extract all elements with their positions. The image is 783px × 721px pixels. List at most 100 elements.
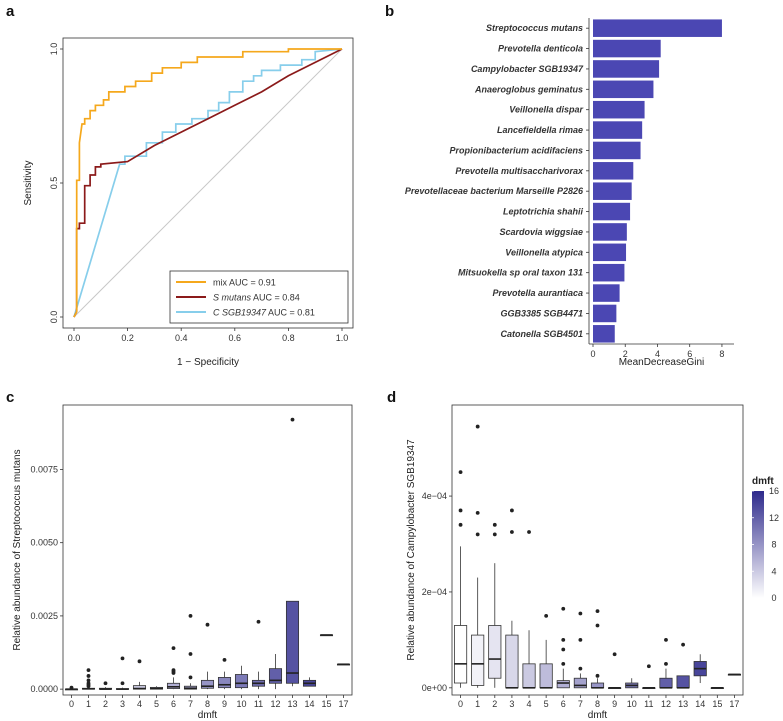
campy-outlier — [595, 623, 600, 628]
campy-x-tick-label: 0 — [458, 699, 463, 709]
roc-legend-label: mix AUC = 0.91 — [213, 278, 276, 288]
smut-x-tick-label: 6 — [171, 699, 176, 709]
smut-x-tick-label: 15 — [321, 699, 331, 709]
gini-bar — [593, 121, 643, 139]
smut-box — [217, 677, 232, 689]
gini-bar — [593, 284, 620, 302]
gini-bar — [593, 202, 631, 221]
campy-outlier — [681, 642, 685, 647]
smut-plot-frame — [62, 404, 353, 696]
campy-y-tick-label: 2e−04 — [422, 587, 447, 597]
roc-y-tick-label: 0.0 — [49, 311, 59, 324]
campy-x-tick-label: 15 — [712, 699, 722, 709]
gini-bar-chart: Streptococcus mutans Prevotella denticola… — [405, 18, 734, 368]
campy-outlier — [578, 611, 583, 616]
smut-x-axis-label: dmft — [198, 710, 218, 721]
smut-x-tick-label: 9 — [222, 699, 227, 709]
gini-bar — [593, 141, 641, 160]
smut-outlier — [188, 675, 193, 680]
campy-x-tick-label: 10 — [627, 699, 637, 709]
roc-diagonal — [73, 48, 343, 318]
campy-y-tick-label: 0e+00 — [422, 683, 447, 693]
roc-x-tick-label: 0.0 — [68, 333, 81, 343]
campy-x-tick-label: 14 — [695, 699, 705, 709]
campy-outlier — [510, 508, 514, 513]
gini-category-label: Prevotella multisaccharivorax — [455, 166, 584, 176]
roc-y-tick-label: 0.5 — [49, 177, 59, 190]
gini-x-tick-label: 6 — [687, 349, 692, 359]
gini-bar — [593, 325, 615, 343]
smut-outlier — [103, 681, 108, 686]
campy-box — [539, 663, 553, 689]
campy-outlier — [646, 664, 651, 669]
campy-outlier — [475, 424, 480, 429]
panel-label-c: c — [6, 389, 14, 406]
roc-x-tick-label: 0.4 — [175, 333, 188, 343]
campy-outlier — [458, 470, 463, 475]
colorbar-tick-label: 16 — [769, 486, 779, 496]
gini-category-label: Prevotellaceae bacterium Marseille P2826 — [405, 186, 584, 196]
campy-box — [676, 675, 690, 689]
colorbar-tick-label: 0 — [771, 593, 776, 603]
smut-x-tick-label: 14 — [304, 699, 314, 709]
smut-box — [285, 600, 300, 684]
campy-x-tick-label: 6 — [561, 699, 566, 709]
gini-category-label: Mitsuokella sp oral taxon 131 — [458, 268, 583, 278]
campy-x-tick-label: 8 — [595, 699, 600, 709]
smut-y-tick-label: 0.0000 — [30, 684, 58, 694]
campy-outlier — [458, 508, 463, 513]
gini-category-label: Propionibacterium acidifaciens — [449, 145, 583, 155]
roc-x-tick-label: 0.2 — [121, 333, 134, 343]
campy-x-tick-label: 2 — [492, 699, 497, 709]
campy-x-tick-label: 12 — [661, 699, 671, 709]
campy-outlier — [595, 673, 600, 678]
gini-bar — [593, 162, 634, 180]
gini-category-label: Lancefieldella rimae — [497, 125, 583, 135]
smut-outlier — [120, 681, 125, 686]
panel-label-a: a — [6, 3, 15, 20]
smut-outlier — [137, 659, 142, 664]
gini-category-label: Prevotella denticola — [498, 44, 583, 54]
smut-x-tick-label: 11 — [254, 699, 263, 709]
campy-outlier — [492, 532, 497, 537]
smut-y-tick-label: 0.0050 — [30, 538, 58, 548]
gini-bar — [593, 19, 722, 37]
smut-x-tick-label: 5 — [154, 699, 159, 709]
campy-box — [488, 625, 502, 679]
smut-y-axis-label: Relative abundance of Streptococcus muta… — [12, 449, 23, 650]
campy-outlier — [561, 661, 566, 666]
roc-x-tick-label: 1.0 — [336, 333, 349, 343]
gini-x-tick-label: 8 — [719, 349, 724, 359]
smut-outlier — [290, 417, 295, 422]
smut-box — [166, 682, 181, 689]
panel-label-b: b — [385, 3, 394, 20]
gini-bar — [593, 223, 627, 241]
gini-category-label: Prevotella aurantiaca — [492, 288, 583, 298]
smut-x-tick-label: 8 — [205, 699, 210, 709]
colorbar-bar — [752, 491, 764, 598]
gini-bar — [593, 263, 625, 282]
campy-x-tick-label: 17 — [729, 699, 739, 709]
campy-x-tick-label: 5 — [544, 699, 549, 709]
smut-x-tick-label: 4 — [137, 699, 142, 709]
smut-x-tick-label: 3 — [120, 699, 125, 709]
campy-outlier — [544, 614, 549, 618]
campy-box — [556, 680, 570, 689]
gini-bar — [593, 304, 617, 323]
smut-y-tick-label: 0.0075 — [30, 464, 58, 474]
smut-outlier — [171, 668, 176, 673]
smut-x-tick-label: 7 — [188, 699, 193, 709]
campy-x-tick-label: 11 — [644, 699, 653, 709]
campy-outlier — [578, 637, 583, 642]
campy-x-tick-label: 1 — [475, 699, 480, 709]
roc-legend-label: C SGB19347 AUC = 0.81 — [213, 308, 315, 318]
roc-curve-c-sgb19347 — [73, 48, 343, 318]
smut-outlier — [222, 657, 227, 662]
roc-curve-mix — [73, 48, 342, 318]
smut-outlier — [205, 622, 210, 627]
campy-x-axis-label: dmft — [588, 710, 608, 721]
smut-outlier — [86, 668, 91, 673]
